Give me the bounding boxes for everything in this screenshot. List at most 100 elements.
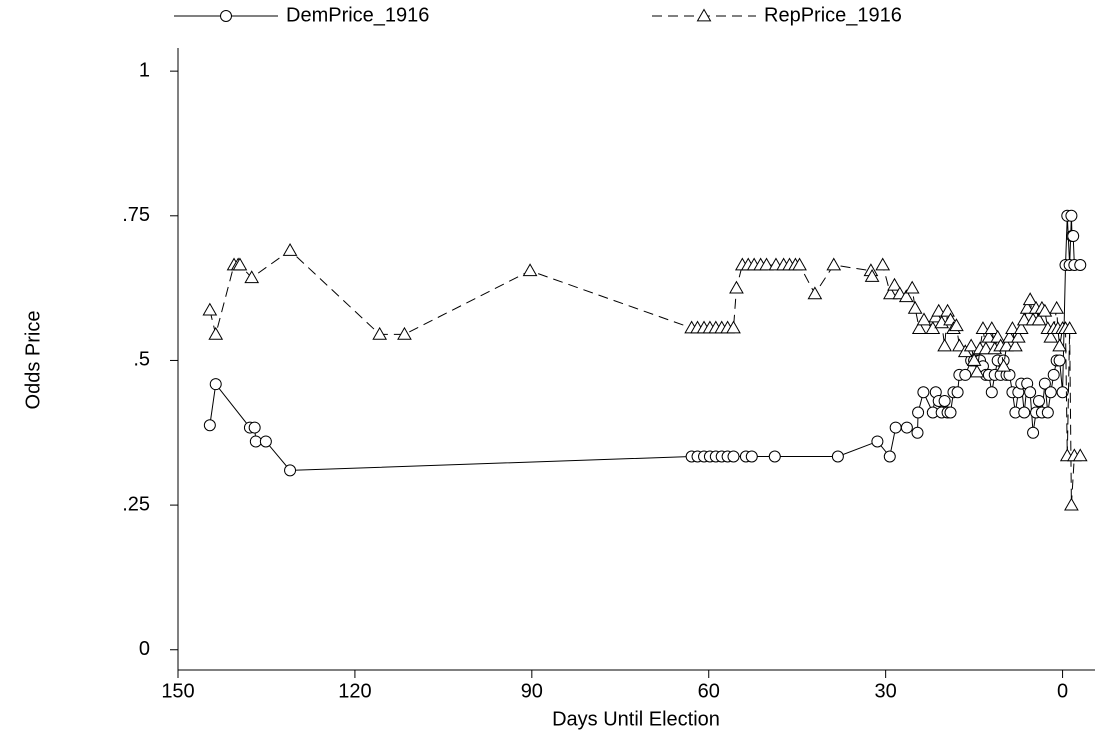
y-tick-label: .75	[122, 204, 150, 226]
point	[768, 450, 781, 463]
point	[759, 257, 774, 271]
point	[831, 450, 844, 463]
legend-marker	[220, 10, 232, 22]
point	[985, 386, 998, 399]
point	[726, 320, 741, 334]
legend-label: DemPrice_1916	[286, 4, 429, 26]
point	[522, 263, 538, 277]
point	[889, 421, 902, 434]
point	[1024, 386, 1037, 399]
point	[232, 257, 248, 271]
point	[1027, 426, 1040, 439]
point	[907, 300, 923, 314]
point	[1062, 321, 1078, 334]
point	[792, 257, 807, 271]
point	[871, 435, 884, 448]
point	[202, 302, 218, 316]
point	[1043, 329, 1059, 343]
point	[1047, 368, 1060, 381]
y-tick-label: .5	[133, 349, 150, 371]
point	[975, 321, 991, 334]
y-axis-label: Odds Price	[22, 311, 44, 410]
point	[1038, 377, 1051, 390]
point	[826, 257, 842, 271]
y-tick-label: 0	[139, 638, 150, 660]
point	[1065, 209, 1078, 222]
point	[904, 280, 920, 294]
point	[911, 426, 924, 439]
point	[1049, 300, 1065, 314]
point	[999, 338, 1014, 352]
series-line	[209, 215, 1081, 471]
point	[1072, 448, 1088, 462]
point	[244, 270, 260, 284]
point	[875, 257, 891, 271]
point	[969, 364, 985, 378]
x-tick-label: 30	[875, 680, 897, 702]
point	[938, 394, 951, 407]
point	[1037, 303, 1053, 317]
point	[1064, 497, 1079, 511]
point	[1022, 292, 1038, 306]
point	[203, 419, 216, 432]
point	[1032, 394, 1045, 407]
x-tick-label: 90	[521, 680, 543, 702]
point	[1008, 338, 1023, 352]
point	[981, 329, 997, 343]
point	[729, 280, 744, 294]
point	[284, 464, 297, 477]
point	[944, 406, 957, 419]
point	[864, 269, 880, 282]
point	[208, 326, 224, 340]
point	[1052, 338, 1067, 352]
point	[1019, 300, 1035, 314]
point	[248, 421, 261, 434]
point	[372, 326, 388, 340]
point	[978, 341, 994, 355]
point	[1018, 406, 1031, 419]
point	[963, 338, 979, 352]
legend-label: RepPrice_1916	[764, 4, 902, 26]
point	[949, 318, 964, 332]
y-tick-label: .25	[122, 493, 150, 515]
point	[916, 312, 932, 326]
point	[1041, 406, 1054, 419]
point	[931, 303, 947, 317]
y-tick-label: 1	[139, 59, 150, 81]
point	[898, 289, 914, 303]
point	[259, 435, 272, 448]
point	[249, 435, 262, 448]
point	[911, 321, 927, 334]
point	[727, 450, 740, 463]
point	[984, 321, 1000, 334]
point	[937, 338, 952, 352]
point	[745, 450, 758, 463]
point	[951, 386, 964, 399]
x-tick-label: 120	[338, 680, 371, 702]
point	[912, 406, 925, 419]
legend-marker	[696, 8, 712, 22]
point	[1016, 312, 1032, 326]
x-tick-label: 60	[698, 680, 720, 702]
point	[940, 303, 955, 317]
point	[1053, 354, 1066, 367]
point	[1067, 230, 1080, 243]
point	[1005, 321, 1020, 334]
point	[959, 368, 972, 381]
x-tick-label: 150	[161, 680, 194, 702]
point	[1074, 258, 1087, 271]
point	[996, 358, 1011, 372]
point	[887, 277, 902, 291]
point	[883, 286, 898, 300]
x-axis-label: Days Until Election	[552, 708, 720, 730]
series-line	[209, 249, 1081, 506]
point	[883, 450, 896, 463]
point	[209, 378, 222, 391]
point	[952, 338, 967, 352]
point	[1013, 321, 1029, 334]
point	[900, 421, 913, 434]
point	[1002, 329, 1017, 343]
point	[807, 286, 823, 300]
point	[1031, 312, 1047, 326]
